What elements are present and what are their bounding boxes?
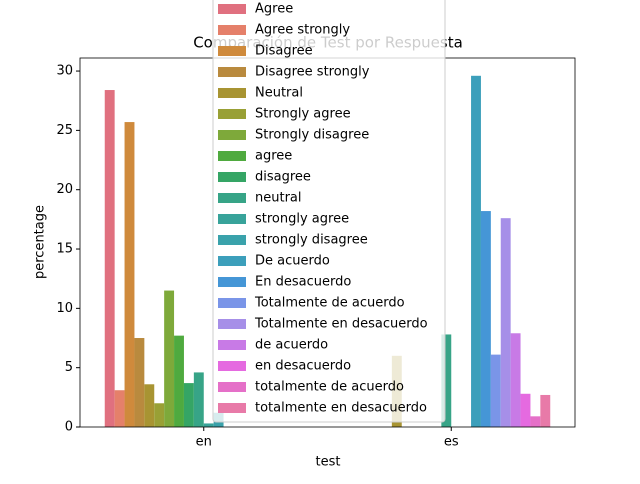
legend-swatch xyxy=(218,403,246,413)
y-tick-label: 20 xyxy=(56,182,73,197)
y-tick-label: 30 xyxy=(56,64,73,79)
legend-label: neutral xyxy=(255,191,302,206)
legend-label: Agree xyxy=(255,2,293,17)
bar xyxy=(164,290,175,427)
bar xyxy=(540,394,551,427)
legend-swatch xyxy=(218,361,246,371)
legend-swatch xyxy=(218,67,246,77)
legend-swatch xyxy=(218,382,246,392)
legend-label: disagree xyxy=(255,170,311,185)
y-tick-label: 25 xyxy=(56,123,73,138)
legend-label: De acuerdo xyxy=(255,254,330,269)
legend-swatch xyxy=(218,235,246,245)
bar xyxy=(124,122,135,427)
legend-swatch xyxy=(218,46,246,56)
legend-swatch xyxy=(218,130,246,140)
legend-label: totalmente de acuerdo xyxy=(255,380,404,395)
y-tick-label: 0 xyxy=(65,420,73,435)
legend-swatch xyxy=(218,319,246,329)
legend-swatch xyxy=(218,298,246,308)
bar xyxy=(134,338,145,427)
y-tick-label: 15 xyxy=(56,242,73,257)
legend-label: de acuerdo xyxy=(255,338,328,353)
y-tick-label: 5 xyxy=(65,360,73,375)
legend-label: Disagree xyxy=(255,44,313,59)
legend-label: strongly agree xyxy=(255,212,349,227)
legend-swatch xyxy=(218,25,246,35)
legend-label: agree xyxy=(255,149,292,164)
x-tick-label: es xyxy=(444,435,459,450)
bar xyxy=(174,335,184,427)
bar xyxy=(144,384,155,427)
legend-swatch xyxy=(218,172,246,182)
bar xyxy=(471,75,481,427)
legend-swatch xyxy=(218,256,246,266)
legend-swatch xyxy=(218,109,246,119)
legend-label: Totalmente en desacuerdo xyxy=(254,317,428,332)
bar xyxy=(441,334,452,427)
y-axis-label: percentage xyxy=(33,205,48,279)
legend-label: totalmente en desacuerdo xyxy=(255,401,427,416)
legend-label: Agree strongly xyxy=(255,23,350,38)
legend-label: Strongly agree xyxy=(255,107,351,122)
legend-swatch xyxy=(218,340,246,350)
legend-label: en desacuerdo xyxy=(255,359,351,374)
legend-label: Totalmente de acuerdo xyxy=(254,296,405,311)
legend-swatch xyxy=(218,277,246,287)
legend-swatch xyxy=(218,4,246,14)
legend-label: Strongly disagree xyxy=(255,128,369,143)
bar xyxy=(114,390,125,427)
bar xyxy=(520,393,531,427)
bar xyxy=(193,372,204,427)
x-tick-label: en xyxy=(196,435,212,450)
bar xyxy=(104,90,115,427)
y-tick-label: 10 xyxy=(56,301,73,316)
x-axis-label: test xyxy=(316,455,341,470)
legend-label: En desacuerdo xyxy=(255,275,351,290)
legend-swatch xyxy=(218,88,246,98)
bar xyxy=(500,218,511,427)
bar xyxy=(480,211,491,427)
legend-swatch xyxy=(218,193,246,203)
legend-label: strongly disagree xyxy=(255,233,368,248)
bar xyxy=(530,416,541,427)
legend-box xyxy=(212,0,446,423)
bar xyxy=(183,383,194,427)
bar xyxy=(490,354,501,427)
legend-swatch xyxy=(218,151,246,161)
bar xyxy=(203,423,214,427)
legend-label: Neutral xyxy=(255,86,303,101)
bar xyxy=(154,403,165,427)
bar xyxy=(510,333,521,427)
legend-label: Disagree strongly xyxy=(255,65,370,80)
legend-swatch xyxy=(218,214,246,224)
